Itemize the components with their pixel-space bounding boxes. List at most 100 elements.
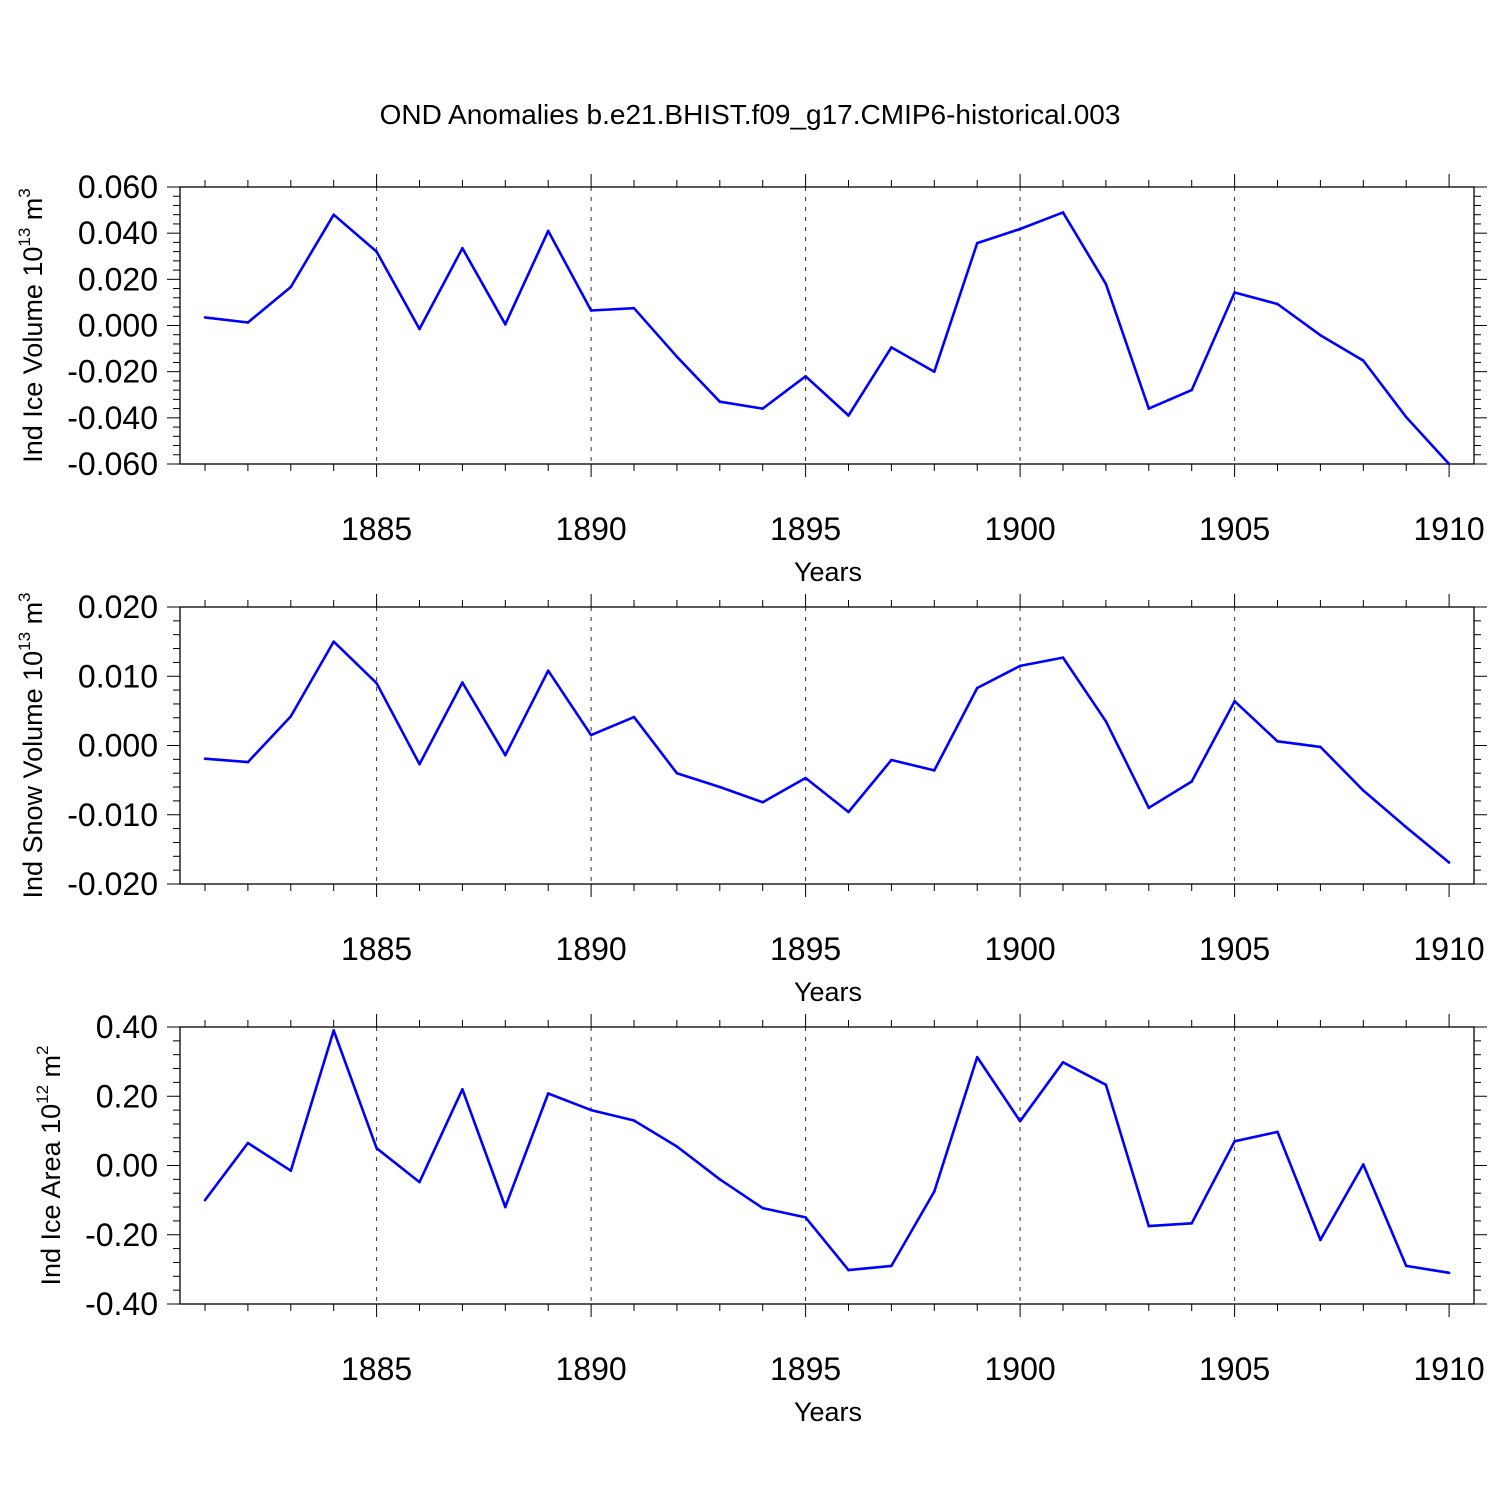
data-point xyxy=(933,370,936,373)
y-tick-label: -0.060 xyxy=(67,446,158,482)
data-point xyxy=(461,246,464,250)
data-point xyxy=(1104,1083,1108,1087)
x-tick-label: 1900 xyxy=(985,1351,1056,1387)
x-tick-label: 1895 xyxy=(770,931,841,967)
x-tick-label: 1900 xyxy=(985,511,1056,547)
x-tick-label: 1895 xyxy=(770,1351,841,1387)
y-tick-label: 0.010 xyxy=(78,658,158,694)
data-point xyxy=(675,355,679,358)
x-tick-label: 1885 xyxy=(341,511,412,547)
data-point xyxy=(1018,664,1022,668)
data-point xyxy=(1233,699,1236,703)
y-axis-title: Ind Ice Volume 1013 m3 xyxy=(15,188,48,463)
data-point xyxy=(1233,1139,1236,1143)
data-point xyxy=(804,374,807,378)
y-tick-label: 0.020 xyxy=(78,261,158,297)
y-tick-label: 0.060 xyxy=(78,169,158,205)
data-point xyxy=(1233,291,1236,294)
x-tick-label: 1890 xyxy=(556,931,627,967)
data-point xyxy=(289,285,293,289)
x-tick-label: 1910 xyxy=(1414,511,1485,547)
chart-panel-3: 1885 1890 1895 1900 1905 1910 0.40 0.20 0.00 -0.2… xyxy=(33,1009,1487,1427)
data-point xyxy=(1190,1222,1193,1225)
data-point xyxy=(1018,227,1022,231)
data-point xyxy=(1404,1264,1408,1268)
x-tick-label: 1905 xyxy=(1199,511,1270,547)
data-point xyxy=(890,1264,893,1268)
y-axis-title: Ind Snow Volume 1013 m3 xyxy=(15,592,48,898)
data-point xyxy=(890,346,893,349)
data-point xyxy=(332,640,336,643)
x-tick-label: 1885 xyxy=(341,931,412,967)
data-point xyxy=(589,1108,593,1112)
data-point xyxy=(1018,1119,1022,1123)
data-point xyxy=(504,323,507,326)
data-point xyxy=(761,1206,764,1210)
data-point xyxy=(1276,1130,1279,1134)
data-point xyxy=(1404,415,1408,419)
x-axis-title: Years xyxy=(794,1397,862,1427)
data-point xyxy=(761,407,764,410)
y-tick-label: -0.040 xyxy=(67,400,158,436)
data-point xyxy=(1061,656,1065,659)
data-point xyxy=(1319,745,1322,749)
data-point xyxy=(847,810,850,814)
data-point xyxy=(546,669,550,673)
data-point xyxy=(289,1169,293,1172)
y-tick-label: 0.000 xyxy=(78,308,158,344)
plot-frame xyxy=(179,186,1475,465)
data-point xyxy=(1190,780,1193,783)
series-line xyxy=(203,1029,1450,1275)
plot-frame xyxy=(179,606,1475,885)
data-point xyxy=(546,229,550,233)
data-point xyxy=(718,785,722,789)
y-tick-label: -0.40 xyxy=(85,1286,158,1322)
data-point xyxy=(632,715,636,719)
data-point xyxy=(632,1119,636,1122)
data-point xyxy=(246,321,250,324)
y-tick-label: -0.010 xyxy=(67,797,158,833)
y-tick-label: -0.020 xyxy=(67,866,158,902)
data-point xyxy=(332,1029,336,1032)
data-point xyxy=(675,771,679,775)
data-point xyxy=(761,800,764,804)
x-tick-label: 1900 xyxy=(985,931,1056,967)
data-point xyxy=(1404,825,1408,829)
data-point xyxy=(589,733,593,737)
x-axis-title: Years xyxy=(794,977,862,1007)
data-point xyxy=(332,213,336,216)
chart-panel-2: 1885 1890 1895 1900 1905 1910 0.020 0.010 0.000 -… xyxy=(15,589,1487,1007)
x-tick-label: 1910 xyxy=(1414,1351,1485,1387)
data-point xyxy=(246,1141,250,1145)
plot-frame xyxy=(179,1026,1475,1305)
data-point xyxy=(504,1205,507,1209)
data-point xyxy=(847,1268,850,1272)
data-point xyxy=(546,1092,550,1095)
y-tick-label: 0.20 xyxy=(96,1078,158,1114)
data-point xyxy=(1104,719,1108,723)
data-point xyxy=(1147,806,1151,810)
data-point xyxy=(504,753,507,757)
y-tick-label: 0.40 xyxy=(96,1009,158,1045)
figure-title: OND Anomalies b.e21.BHIST.f09_g17.CMIP6-… xyxy=(380,99,1121,130)
data-point xyxy=(1061,211,1065,214)
y-tick-label: 0.00 xyxy=(96,1148,158,1184)
y-tick-label: 0.000 xyxy=(78,728,158,764)
data-point xyxy=(418,762,421,766)
data-point xyxy=(1447,462,1451,466)
data-point xyxy=(461,681,464,684)
data-point xyxy=(1104,282,1108,286)
x-tick-label: 1910 xyxy=(1414,931,1485,967)
y-tick-label: -0.20 xyxy=(85,1217,158,1253)
x-tick-label: 1895 xyxy=(770,511,841,547)
data-point xyxy=(847,414,850,417)
data-point xyxy=(203,316,207,319)
data-point xyxy=(975,241,979,245)
data-point xyxy=(1061,1061,1065,1064)
data-point xyxy=(632,306,636,310)
series-line xyxy=(204,640,1450,864)
data-point xyxy=(1319,1238,1322,1242)
data-point xyxy=(718,1178,722,1181)
x-tick-label: 1905 xyxy=(1199,931,1270,967)
